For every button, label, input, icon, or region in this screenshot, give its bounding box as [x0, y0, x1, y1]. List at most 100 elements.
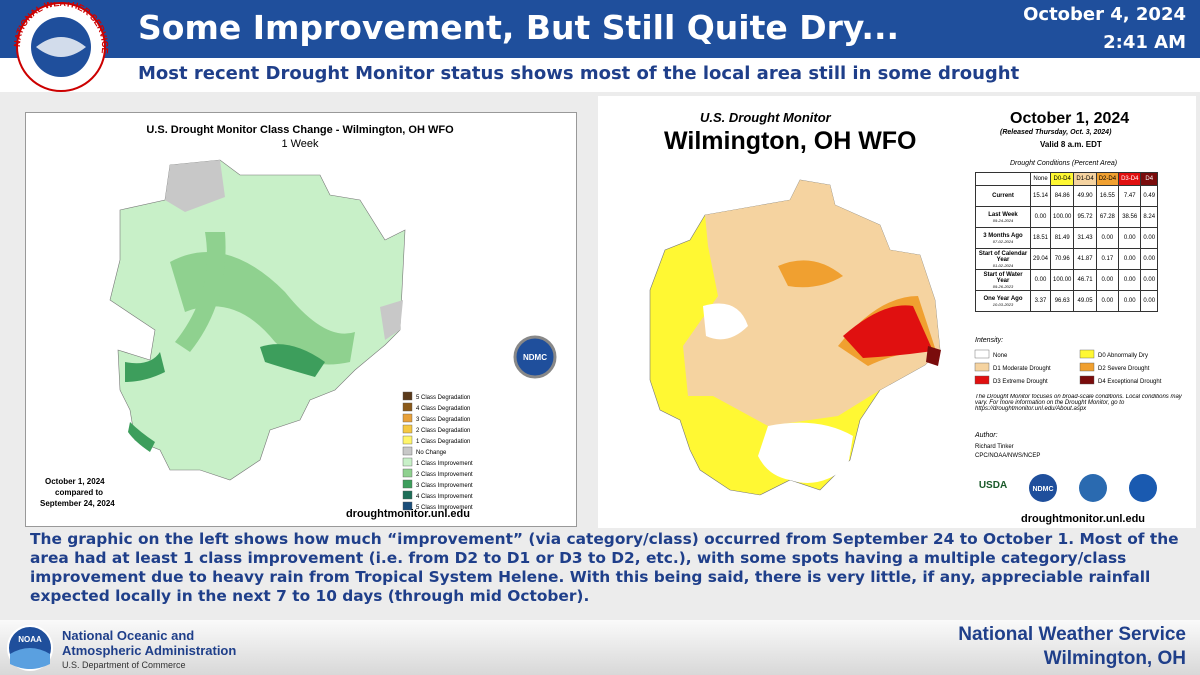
doc-logo — [1079, 474, 1107, 502]
location: Wilmington, OH — [1043, 648, 1186, 669]
legend-label: D2 Severe Drought — [1098, 366, 1150, 372]
note: The Drought Monitor focuses on broad-sca… — [975, 394, 1182, 412]
intensity-legend: None D0 Abnormally Dry D1 Moderate Drought… — [974, 349, 1162, 385]
legend-label: D4 Exceptional Drought — [1098, 379, 1162, 385]
row-sublabel: 09-24-2024 — [992, 217, 1014, 223]
right-map-title: U.S. Drought Monitor — [700, 110, 831, 125]
legend-label: 4 Class Improvement — [416, 494, 473, 500]
table-cell: 84.86 — [1050, 185, 1075, 207]
legend-swatch — [402, 479, 413, 489]
legend-swatch — [974, 349, 990, 359]
credit: droughtmonitor.unl.edu — [346, 508, 470, 520]
date-note: compared to — [55, 488, 103, 497]
legend-swatch — [402, 501, 413, 511]
right-map-date: October 1, 2024 — [1010, 110, 1130, 127]
noaa-logo — [1129, 474, 1157, 502]
row-label: Start of Water Year — [983, 271, 1023, 284]
body-text: The graphic on the left shows how much “… — [30, 530, 1179, 605]
right-map-region: Wilmington, OH WFO — [664, 127, 917, 155]
table-row: One Year Ago 10-03-2023 3.37 96.63 49.05 0.00… — [975, 290, 1159, 312]
legend-swatch — [402, 490, 413, 500]
legend-label: D3 Extreme Drought — [993, 379, 1048, 385]
table-cell: 0.00 — [1140, 290, 1159, 312]
legend-label: No Change — [416, 450, 447, 456]
date: October 4, 2024 — [1023, 4, 1186, 25]
row-label: Current — [992, 193, 1014, 199]
credit: droughtmonitor.unl.edu — [1021, 513, 1145, 525]
noaa-name: Atmospheric Administration — [62, 643, 237, 658]
right-map: None D0 Abnormally Dry D1 Moderate Drought… — [649, 179, 1182, 525]
table-cell: 0.00 — [1029, 269, 1052, 291]
ndmc-logo — [513, 335, 557, 379]
legend-label: 5 Class Improvement — [416, 505, 473, 511]
note-box: The Drought Monitor focuses on broad-sca… — [975, 394, 1182, 412]
table-cell: 46.71 — [1073, 269, 1097, 291]
legend-swatch — [1079, 375, 1095, 385]
table-row: Start of Water Year 09-26-2023 0.00 100.00 4… — [975, 269, 1159, 291]
row-sublabel: 10-03-2023 — [992, 301, 1014, 307]
author-label: Author: — [974, 432, 998, 439]
left-map-subtitle: 1 Week — [281, 138, 319, 150]
noaa-logo-text: NOAA — [18, 635, 42, 644]
table-cell: 95.72 — [1073, 206, 1097, 228]
table-cell: 0.00 — [1118, 290, 1142, 312]
table-cell: 38.56 — [1118, 206, 1142, 228]
table-cell: 41.87 — [1073, 248, 1097, 270]
legend-swatch — [402, 435, 413, 445]
nws-logo: NATIONAL WEATHER SERVICE — [12, 2, 110, 92]
subtitle: Most recent Drought Monitor status shows… — [138, 63, 1020, 84]
left-map: NDMC 5 Class Degradation 4 Class Degradat… — [40, 159, 557, 520]
table-caption: Drought Conditions (Percent Area) — [1010, 160, 1118, 167]
valid: Valid 8 a.m. EDT — [1040, 140, 1102, 149]
legend-swatch — [402, 402, 413, 412]
table-cell: 49.90 — [1073, 185, 1097, 207]
noaa-footer-logo: NOAA — [7, 625, 53, 671]
table-cell: 18.51 — [1029, 227, 1052, 249]
department: U.S. Department of Commerce — [62, 660, 186, 670]
left-legend: 5 Class Degradation 4 Class Degradation 3 … — [402, 391, 473, 511]
table-cell: 100.00 — [1050, 206, 1075, 228]
legend-label: 4 Class Degradation — [416, 406, 470, 412]
title: Some Improvement, But Still Quite Dry... — [138, 8, 900, 47]
time: 2:41 AM — [1103, 32, 1186, 53]
row-label: One Year Ago — [983, 295, 1023, 302]
row-label: Last Week — [988, 211, 1018, 218]
row-sublabel: 07-02-2024 — [992, 238, 1014, 244]
legend-label: D0 Abnormally Dry — [1098, 353, 1148, 359]
legend-label: 3 Class Improvement — [416, 483, 473, 489]
row-sublabel: 01-02-2024 — [992, 262, 1014, 268]
legend-label: 2 Class Improvement — [416, 472, 473, 478]
legend-label: 3 Class Degradation — [416, 417, 470, 423]
table-cell: 0.00 — [1140, 248, 1159, 270]
table-header-cell: D0-D4 — [1050, 172, 1075, 186]
table-cell: 0.00 — [1140, 269, 1159, 291]
row-label-cell: Current — [975, 185, 1031, 207]
table-cell: 3.37 — [1029, 290, 1052, 312]
legend-swatch — [402, 468, 413, 478]
conditions-table: None D0-D4 D1-D4 D2-D4 D3-D4 D4 Current 15.14 84… — [975, 172, 1159, 312]
header-band — [0, 0, 1200, 58]
usda-logo: USDA — [979, 480, 1007, 491]
legend-swatch — [402, 457, 413, 467]
legend-swatch — [402, 391, 413, 401]
row-label-cell: Start of Calendar Year 01-02-2024 — [975, 248, 1031, 270]
table-cell: 0.00 — [1118, 248, 1142, 270]
table-cell: 0.00 — [1118, 269, 1142, 291]
released: (Released Thursday, Oct. 3, 2024) — [1000, 129, 1112, 136]
intensity-title: Intensity: — [975, 337, 1003, 344]
legend-swatch — [402, 446, 413, 456]
table-cell: 0.00 — [1095, 269, 1120, 291]
subtitle-band — [0, 58, 1200, 92]
table-row: 3 Months Ago 07-02-2024 18.51 81.49 31.43 0.0… — [975, 227, 1159, 249]
row-label-cell: 3 Months Ago 07-02-2024 — [975, 227, 1031, 249]
row-label-cell: Last Week 09-24-2024 — [975, 206, 1031, 228]
table-row: Last Week 09-24-2024 0.00 100.00 95.72 67.28 3… — [975, 206, 1159, 228]
noaa-name: National Oceanic and — [62, 628, 195, 643]
table-cell: 0.00 — [1118, 227, 1142, 249]
office: National Weather Service — [958, 624, 1186, 645]
legend-label: 5 Class Degradation — [416, 395, 470, 401]
date-note: October 1, 2024 — [45, 477, 105, 486]
table-cell: 100.00 — [1050, 269, 1075, 291]
ndmc-logo — [1029, 474, 1057, 502]
